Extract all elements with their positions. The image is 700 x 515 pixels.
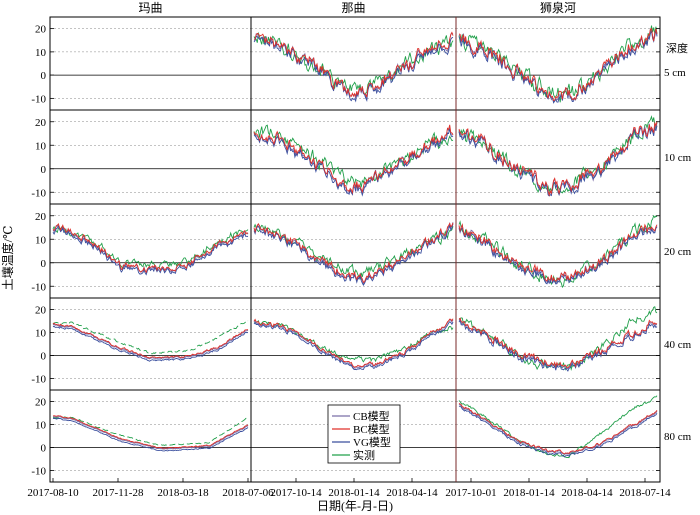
y-tick-label: 0 [41,70,47,82]
series-line-cb-狮泉河-20cm [458,224,658,285]
series-line-bc-玛曲-80cm [52,415,249,449]
legend-label-cb: CB模型 [353,409,390,423]
frame-layer [49,16,661,483]
series-line-bc-狮泉河-40cm [458,317,658,369]
legend: CB模型 BC模型 VG模型 实测 [327,404,401,464]
series-line-obs-狮泉河-80cm [458,395,658,459]
y-axis-title: 土壤温度/℃ [0,226,15,291]
ticks-layer: -10 0 10 20 -10 0 10 20 -10 0 10 20 -10 0 10 20 -10 0 10 20… [27,1,691,499]
series-line-obs-那曲-10cm [253,124,454,188]
series-line-bc-狮泉河-10cm [458,121,658,197]
series-line-bc-玛曲-20cm [52,222,249,274]
legend-label-obs: 实测 [353,448,375,462]
series-line-obs-狮泉河-20cm [458,214,658,289]
x-tick-label: 2018-04-14 [561,487,613,499]
series-layer [52,25,658,459]
series-line-cb-玛曲-40cm [52,323,249,360]
y-tick-label: 0 [41,351,47,363]
series-line-bc-狮泉河-20cm [458,222,658,282]
series-line-vg-玛曲-80cm [52,417,249,452]
y-tick-label: 20 [35,305,47,317]
series-line-obs-狮泉河-5cm [458,25,658,103]
y-tick-label: -10 [31,374,46,386]
x-tick-label: 2018-01-14 [328,487,380,499]
series-line-vg-狮泉河-40cm [458,319,658,372]
depth-label: 20 cm [664,246,692,258]
y-tick-label: 20 [35,397,47,409]
series-line-vg-狮泉河-80cm [458,405,658,458]
y-tick-label: 10 [35,140,47,152]
series-line-bc-狮泉河-5cm [458,28,658,102]
series-line-vg-那曲-20cm [253,223,454,287]
depth-label: 40 cm [664,339,692,351]
series-line-cb-狮泉河-10cm [458,122,658,195]
x-tick-label: 2017-10-14 [270,487,322,499]
y-tick-label: 0 [41,164,47,176]
y-tick-label: 0 [41,258,47,270]
series-line-obs-狮泉河-10cm [458,115,658,194]
series-line-vg-狮泉河-5cm [458,29,658,104]
y-tick-label: -10 [31,187,46,199]
series-line-obs-玛曲-40cm [52,319,249,355]
y-tick-label: -10 [31,466,46,478]
depth-header: 深度 [666,41,688,55]
series-line-bc-那曲-40cm [253,318,454,368]
depth-label: 5 cm [664,67,686,79]
y-tick-label: 10 [35,420,47,432]
series-line-cb-玛曲-80cm [52,416,249,450]
series-line-vg-玛曲-40cm [52,325,249,362]
x-tick-label: 2018-07-14 [619,487,671,499]
x-tick-label: 2017-08-10 [27,487,79,499]
x-tick-label: 2018-04-14 [386,487,438,499]
x-tick-label: 2017-11-28 [93,487,144,499]
y-tick-label: 20 [35,117,47,129]
site-title: 狮泉河 [540,1,576,15]
legend-box [327,404,401,464]
series-line-cb-那曲-10cm [253,126,454,197]
series-line-bc-那曲-20cm [253,222,454,284]
series-line-obs-那曲-5cm [253,31,454,96]
x-tick-label: 2018-03-18 [157,487,209,499]
series-line-vg-狮泉河-20cm [458,226,658,285]
series-line-cb-玛曲-20cm [52,224,249,274]
legend-label-bc: BC模型 [353,422,390,436]
y-tick-label: 10 [35,47,47,59]
legend-label-vg: VG模型 [353,435,391,449]
y-tick-label: 0 [41,443,47,455]
plot-frame [49,16,661,483]
series-line-cb-狮泉河-80cm [458,403,658,456]
series-line-bc-狮泉河-80cm [458,403,658,455]
y-tick-label: -10 [31,281,46,293]
y-tick-label: 20 [35,211,47,223]
series-line-vg-那曲-40cm [253,321,454,371]
y-tick-label: -10 [31,93,46,105]
x-tick-label: 2017-10-01 [445,487,496,499]
series-line-bc-那曲-10cm [253,124,454,195]
series-line-obs-玛曲-20cm [52,225,249,270]
series-line-vg-玛曲-20cm [52,225,249,276]
y-tick-label: 10 [35,234,47,246]
y-tick-label: 20 [35,24,47,36]
x-tick-label: 2018-01-14 [503,487,555,499]
series-line-vg-那曲-5cm [253,34,454,103]
series-line-bc-那曲-5cm [253,31,454,98]
depth-label: 10 cm [664,152,692,164]
y-tick-label: 10 [35,328,47,340]
series-line-obs-那曲-20cm [253,223,454,280]
series-line-bc-玛曲-40cm [52,322,249,359]
series-line-obs-玛曲-80cm [52,416,249,446]
depth-label: 80 cm [664,431,692,443]
site-title: 玛曲 [138,1,162,15]
x-tick-label: 2018-07-06 [222,487,274,499]
site-title: 那曲 [341,1,365,15]
x-axis-title: 日期(年-月-日) [317,499,393,513]
